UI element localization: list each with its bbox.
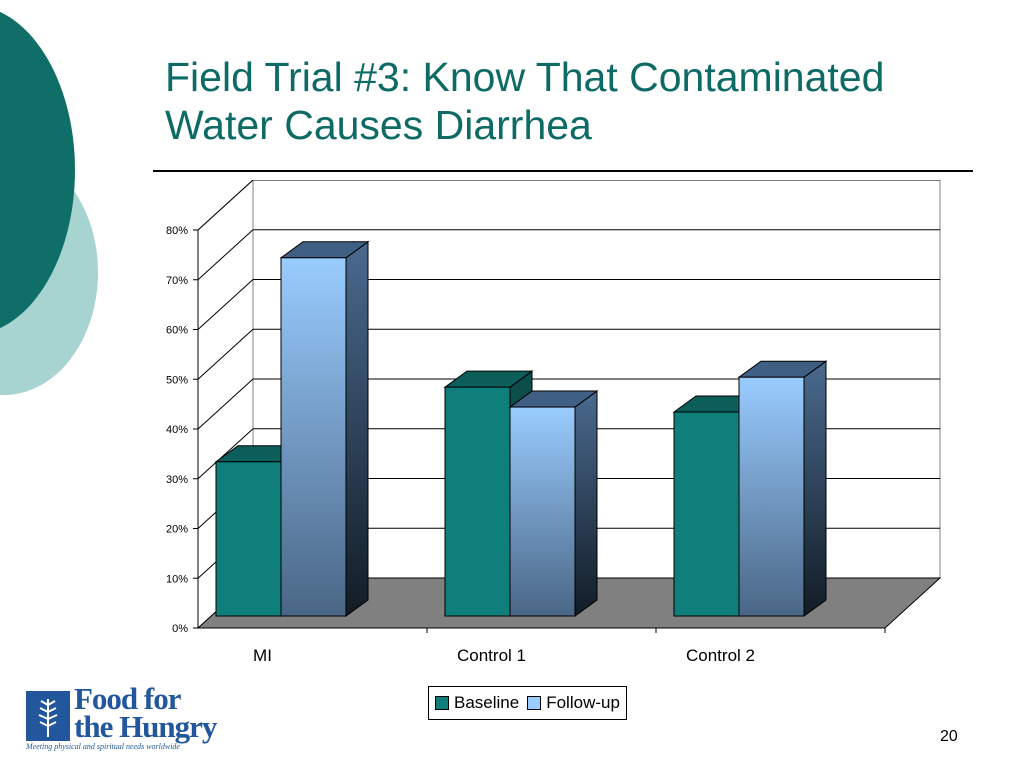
title-line-1: Field Trial #3: Know That Contaminated	[165, 54, 885, 100]
y-tick-label: 60%	[166, 325, 188, 337]
bar-front	[738, 376, 805, 617]
logo-tagline: Meeting physical and spiritual needs wor…	[26, 742, 180, 751]
y-tick-label: 30%	[166, 474, 188, 486]
y-tick-label: 70%	[166, 275, 188, 287]
title-line-2: Water Causes Diarrhea	[165, 102, 592, 148]
y-tick-label: 0%	[172, 623, 188, 635]
bar-follow-up-control-1	[508, 390, 599, 617]
legend-item-baseline: Baseline	[435, 693, 519, 713]
gridline-side	[197, 229, 254, 281]
bar-front	[509, 406, 576, 617]
logo-line-2: the Hungry	[74, 709, 217, 744]
bar-side	[574, 390, 598, 617]
bar-chart: 0% 10% 20% 30% 40% 50% 60% 70% 80% MI Control 1 Con…	[166, 180, 942, 665]
y-tick-label: 80%	[166, 225, 188, 237]
y-tick-label: 40%	[166, 424, 188, 436]
bar-side	[345, 240, 369, 617]
gridline-side	[197, 428, 254, 480]
title-underline	[153, 170, 973, 172]
legend-swatch-followup	[527, 696, 542, 710]
gridline-side	[197, 279, 254, 330]
bar-front	[215, 461, 282, 617]
bar-front	[444, 386, 511, 617]
slide-title: Field Trial #3: Know That Contaminated W…	[165, 53, 1005, 149]
legend-swatch-baseline	[435, 696, 449, 710]
x-tick-label: MI	[253, 646, 272, 665]
y-tick-label: 50%	[166, 374, 188, 386]
food-for-the-hungry-logo: Food for the Hungry Meeting physical and…	[26, 683, 226, 751]
bar-front	[280, 257, 347, 617]
gridline-side	[197, 328, 254, 380]
page-number: 20	[940, 728, 958, 745]
logo-line-1: Food for	[74, 681, 182, 716]
y-tick-label: 10%	[166, 573, 188, 585]
gridline-side	[197, 180, 254, 231]
chart-bars	[214, 240, 828, 617]
bar-follow-up-mi	[279, 240, 370, 617]
chart-labels: 0% 10% 20% 30% 40% 50% 60% 70% 80% MI Control 1 Con…	[166, 225, 755, 665]
bar-follow-up-control-2	[737, 360, 828, 617]
x-tick-label: Control 2	[686, 646, 755, 665]
legend-label-baseline: Baseline	[454, 693, 520, 712]
chart-legend: Baseline Follow-up	[428, 686, 627, 720]
legend-item-followup: Follow-up	[527, 693, 620, 713]
x-tick-label: Control 1	[457, 646, 526, 665]
bar-front	[673, 411, 740, 617]
legend-label-followup: Follow-up	[546, 693, 620, 712]
bar-side	[803, 360, 827, 617]
logo-wordmark: Food for the Hungry	[74, 683, 217, 744]
gridline-side	[197, 378, 254, 430]
y-tick-label: 20%	[166, 524, 188, 536]
wheat-emblem-icon	[26, 691, 70, 741]
